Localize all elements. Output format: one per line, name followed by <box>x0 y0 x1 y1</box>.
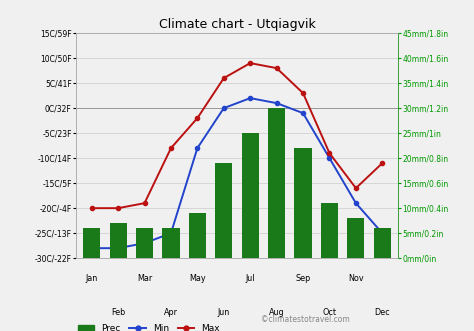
Text: Aug: Aug <box>269 308 284 317</box>
Bar <box>294 148 311 258</box>
Text: May: May <box>189 274 206 283</box>
Text: Oct: Oct <box>322 308 337 317</box>
Text: Nov: Nov <box>348 274 364 283</box>
Text: Dec: Dec <box>374 308 390 317</box>
Text: Mar: Mar <box>137 274 152 283</box>
Text: Apr: Apr <box>164 308 178 317</box>
Text: Jun: Jun <box>218 308 230 317</box>
Bar <box>83 228 100 258</box>
Bar <box>189 213 206 258</box>
Legend: Prec, Min, Max: Prec, Min, Max <box>74 321 224 331</box>
Bar <box>109 223 127 258</box>
Bar <box>268 108 285 258</box>
Bar <box>163 228 180 258</box>
Bar <box>321 203 338 258</box>
Text: Jul: Jul <box>246 274 255 283</box>
Title: Climate chart - Utqiagvik: Climate chart - Utqiagvik <box>159 18 315 30</box>
Text: Jan: Jan <box>86 274 98 283</box>
Bar <box>136 228 153 258</box>
Bar <box>347 218 365 258</box>
Text: Feb: Feb <box>111 308 125 317</box>
Text: ©climatestotravel.com: ©climatestotravel.com <box>261 315 349 324</box>
Text: Sep: Sep <box>295 274 310 283</box>
Bar <box>215 163 232 258</box>
Bar <box>242 133 259 258</box>
Bar <box>374 228 391 258</box>
